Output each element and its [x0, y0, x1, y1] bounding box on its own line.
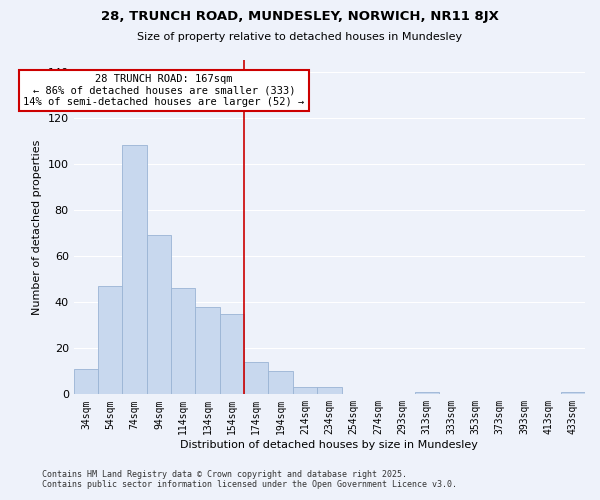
Bar [122, 146, 147, 394]
Bar [244, 362, 268, 394]
Bar [268, 372, 293, 394]
Bar [147, 235, 171, 394]
Bar [317, 388, 341, 394]
Bar [560, 392, 585, 394]
Text: 28, TRUNCH ROAD, MUNDESLEY, NORWICH, NR11 8JX: 28, TRUNCH ROAD, MUNDESLEY, NORWICH, NR1… [101, 10, 499, 23]
Bar [171, 288, 196, 395]
Text: Contains HM Land Registry data © Crown copyright and database right 2025.
Contai: Contains HM Land Registry data © Crown c… [42, 470, 457, 489]
Bar [293, 388, 317, 394]
X-axis label: Distribution of detached houses by size in Mundesley: Distribution of detached houses by size … [181, 440, 478, 450]
Y-axis label: Number of detached properties: Number of detached properties [32, 140, 42, 315]
Bar [98, 286, 122, 395]
Bar [196, 306, 220, 394]
Text: Size of property relative to detached houses in Mundesley: Size of property relative to detached ho… [137, 32, 463, 42]
Bar [415, 392, 439, 394]
Text: 28 TRUNCH ROAD: 167sqm
← 86% of detached houses are smaller (333)
14% of semi-de: 28 TRUNCH ROAD: 167sqm ← 86% of detached… [23, 74, 304, 107]
Bar [220, 314, 244, 394]
Bar [74, 369, 98, 394]
